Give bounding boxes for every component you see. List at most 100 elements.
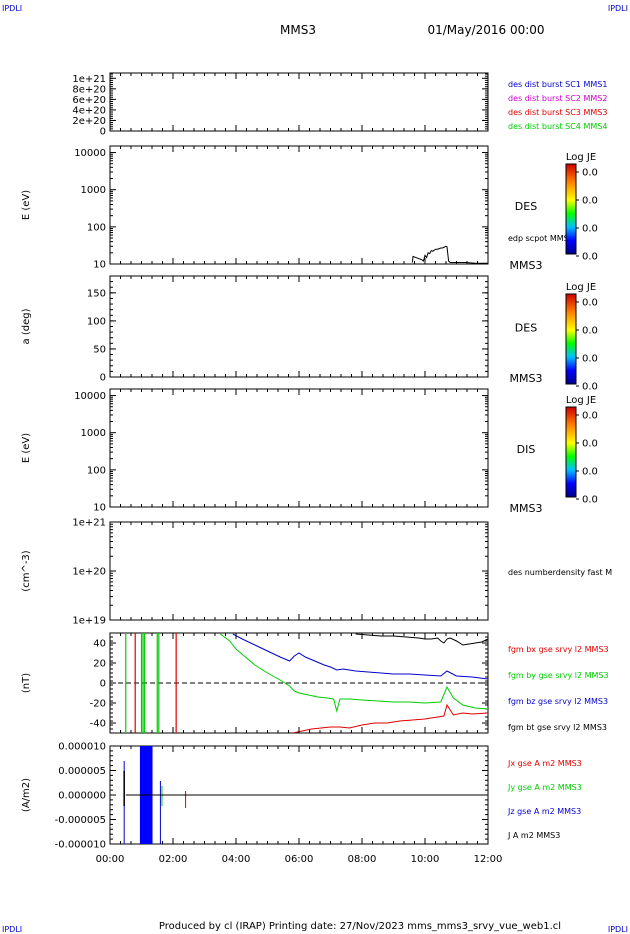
- colorbar-tick-label: 0.0: [582, 224, 598, 235]
- colorbar-tick-label: 0.0: [582, 354, 598, 365]
- y-tick-label: 10: [93, 260, 106, 271]
- spacecraft-title: MMS3: [280, 23, 316, 37]
- y-tick-label: 50: [93, 344, 106, 355]
- scpot-line: [411, 245, 488, 264]
- y-tick-label: 10000: [74, 148, 106, 159]
- colorbar-tick-label: 0.0: [582, 168, 598, 179]
- plot-frame: [109, 275, 489, 378]
- legend-entry: des dist burst SC3 MMS3: [508, 108, 607, 117]
- plot-frame: [109, 388, 489, 508]
- legend-entry: des dist burst SC2 MMS2: [508, 94, 607, 103]
- series-line: [232, 633, 489, 680]
- y-axis-label: E (eV): [21, 190, 32, 220]
- y-tick-label: 0.000010: [58, 742, 106, 753]
- colorbar: [565, 293, 577, 385]
- y-tick-label: 0: [100, 679, 106, 690]
- y-tick-label: 100: [87, 316, 106, 327]
- colorbar-tick-label: 0.0: [582, 382, 598, 393]
- y-tick-label: 20: [93, 659, 106, 670]
- y-axis-label: a (deg): [21, 308, 32, 344]
- y-tick-label: -20: [90, 699, 106, 710]
- overlay-label: edp scpot MMS3: [508, 234, 574, 243]
- y-tick-label: 2e+20: [72, 116, 106, 127]
- corner-label-bottom-left: IPDLI: [2, 925, 22, 934]
- y-axis-label: (cm^-3): [21, 550, 32, 591]
- y-tick-label: 0: [100, 373, 106, 384]
- y-tick-label: 0: [100, 127, 106, 138]
- corner-label-top-left: IPDLI: [2, 4, 22, 13]
- legend-entry: des numberdensity fast M: [508, 568, 612, 577]
- corner-label-top-right: IPDLI: [608, 4, 628, 13]
- y-tick-label: -0.000010: [55, 840, 106, 851]
- panel-dis_energy: 10 100 1000 10000 E (eV) DIS MMS3 Log JE 0.0 0.0 0…: [21, 388, 598, 515]
- y-tick-label: 4e+20: [72, 105, 106, 116]
- x-tick-label: 04:00: [222, 854, 251, 865]
- spacecraft-sublabel: MMS3: [510, 372, 543, 385]
- panel-des_pitch: 0 50 100 150 a (deg) DES MMS3 Log JE 0.0 0.0 0.0 0.…: [21, 275, 598, 393]
- y-tick-label: 1000: [81, 185, 106, 196]
- y-tick-label: 1e+20: [72, 567, 106, 578]
- spacecraft-sublabel: MMS3: [510, 259, 543, 272]
- panel-fgm: -40 -20 0 20 40 (nT) fgm bx gse srvy l2 MMS3 fg…: [21, 632, 609, 734]
- y-tick-label: 1000: [81, 428, 106, 439]
- footer-text: Produced by cl (IRAP) Printing date: 27/…: [159, 921, 561, 932]
- colorbar-tick-label: 0.0: [582, 495, 598, 506]
- colorbar-tick-label: 0.0: [582, 298, 598, 309]
- legend-entry: des dist burst SC1 MMS1: [508, 80, 607, 89]
- instrument-label: DES: [515, 200, 537, 213]
- y-tick-label: 100: [87, 222, 106, 233]
- colorbar-tick-label: 0.0: [582, 467, 598, 478]
- y-tick-label: 0.000005: [58, 766, 106, 777]
- legend-entry: des dist burst SC4 MMS4: [508, 122, 607, 131]
- current-features: [123, 746, 488, 844]
- y-tick-label: 0.000000: [58, 791, 106, 802]
- colorbar-tick-label: 0.0: [582, 326, 598, 337]
- spacecraft-sublabel: MMS3: [510, 502, 543, 515]
- legend-entry: Jz gse A m2 MMS3: [507, 807, 581, 816]
- y-tick-label: -40: [90, 719, 106, 730]
- panel-des_energy: 10 100 1000 10000 E (eV) edp scpot MMS3 DES MMS…: [21, 145, 598, 272]
- x-tick-label: 00:00: [96, 854, 125, 865]
- instrument-label: DES: [515, 322, 537, 335]
- instrument-label: DIS: [517, 443, 536, 456]
- y-axis-label: (A/m2): [21, 778, 32, 812]
- series-line: [292, 703, 489, 734]
- y-tick-label: 1e+19: [72, 616, 106, 627]
- colorbar-tick-label: 0.0: [582, 252, 598, 263]
- legend-entry: J A m2 MMS3: [507, 831, 560, 840]
- y-tick-label: 8e+20: [72, 84, 106, 95]
- y-tick-label: 1e+21: [72, 74, 106, 85]
- colorbar-title: Log JE: [566, 395, 596, 406]
- y-tick-label: 6e+20: [72, 95, 106, 106]
- fgm-spikes: [125, 633, 177, 733]
- y-tick-label: 1e+21: [72, 518, 106, 529]
- corner-label-bottom-right: IPDLI: [608, 925, 628, 934]
- x-tick-label: 02:00: [159, 854, 188, 865]
- plot-frame: [109, 72, 489, 132]
- plot-frame: [109, 521, 489, 621]
- colorbar: [565, 406, 577, 498]
- y-axis-label: E (eV): [21, 433, 32, 463]
- y-tick-label: 150: [87, 288, 106, 299]
- legend-entry: fgm by gse srvy l2 MMS3: [508, 671, 609, 680]
- colorbar: [565, 163, 577, 255]
- date-title: 01/May/2016 00:00: [427, 23, 544, 37]
- legend-entry: Jx gse A m2 MMS3: [507, 759, 582, 768]
- colorbar-title: Log JE: [566, 282, 596, 293]
- x-tick-label: 06:00: [285, 854, 314, 865]
- x-tick-label: 10:00: [411, 854, 440, 865]
- y-tick-label: 10000: [74, 391, 106, 402]
- colorbar-title: Log JE: [566, 152, 596, 163]
- legend-entry: fgm bt gse srvy l2 MMS3: [508, 723, 607, 732]
- legend-entry: fgm bz gse srvy l2 MMS3: [508, 697, 608, 706]
- y-tick-label: 100: [87, 465, 106, 476]
- colorbar-tick-label: 0.0: [582, 411, 598, 422]
- x-tick-label: 08:00: [348, 854, 377, 865]
- y-tick-label: 10: [93, 503, 106, 514]
- plot-frame: [109, 145, 489, 265]
- y-axis-label: (nT): [21, 673, 32, 693]
- y-tick-label: -0.000005: [55, 815, 106, 826]
- colorbar-tick-label: 0.0: [582, 196, 598, 207]
- panel-current: -0.000010 -0.000005 0.000000 0.000005 0.0000…: [21, 742, 582, 866]
